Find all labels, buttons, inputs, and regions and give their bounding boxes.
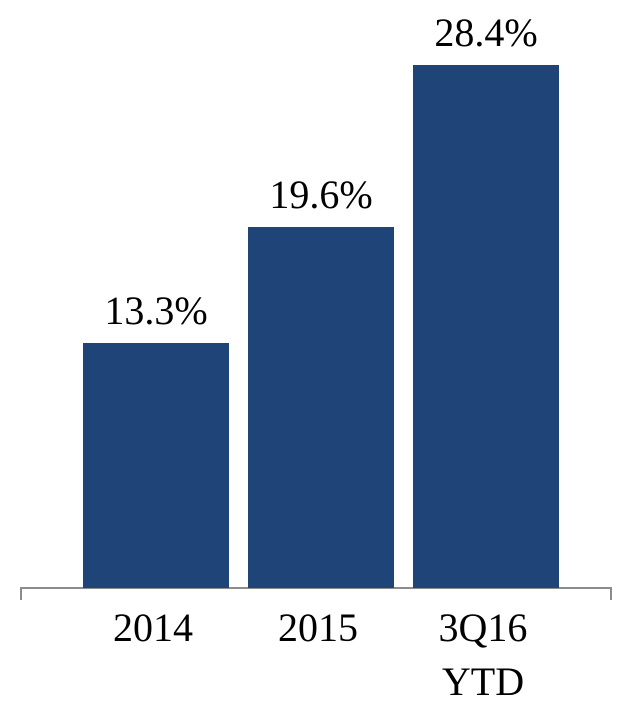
value-label: 19.6% xyxy=(269,172,373,218)
bar xyxy=(413,65,559,588)
value-label: 13.3% xyxy=(104,288,208,334)
x-tick-label: 3Q16 YTD xyxy=(438,605,528,703)
bar xyxy=(83,343,229,588)
axis-end-tick xyxy=(20,587,22,600)
x-axis-line xyxy=(20,587,612,589)
bar xyxy=(248,227,394,588)
axis-end-tick xyxy=(610,587,612,600)
value-label: 28.4% xyxy=(434,10,538,55)
x-tick-label: 2015 xyxy=(278,605,358,650)
x-tick-label: 2014 xyxy=(113,605,193,650)
